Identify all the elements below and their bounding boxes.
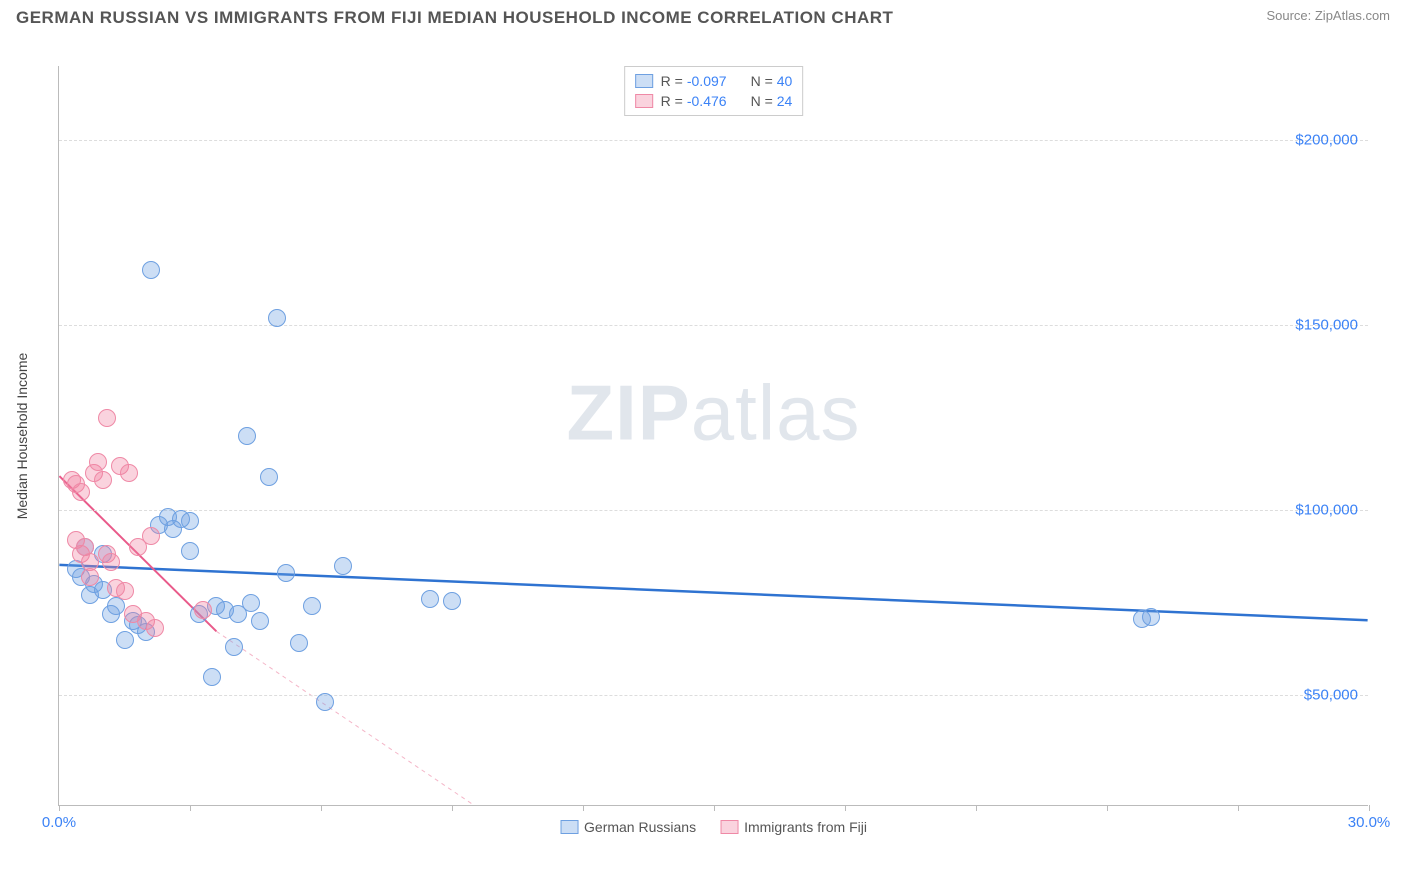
legend-r: R =-0.097 — [661, 73, 727, 89]
x-tick — [59, 805, 60, 811]
x-tick-label: 0.0% — [42, 814, 76, 831]
x-tick — [845, 805, 846, 811]
watermark: ZIPatlas — [566, 368, 860, 459]
data-point-german_russians — [203, 668, 221, 686]
legend-label: German Russians — [584, 819, 696, 835]
data-point-german_russians — [242, 594, 260, 612]
data-point-german_russians — [181, 512, 199, 530]
x-tick — [714, 805, 715, 811]
legend-swatch — [720, 820, 738, 834]
legend-swatch — [560, 820, 578, 834]
grid-line — [59, 325, 1368, 326]
grid-line — [59, 695, 1368, 696]
data-point-immigrants_fiji — [116, 582, 134, 600]
legend-item-german_russians: German Russians — [560, 819, 696, 835]
data-point-german_russians — [238, 427, 256, 445]
y-tick-label: $100,000 — [1295, 502, 1358, 519]
data-point-german_russians — [316, 693, 334, 711]
x-tick — [1238, 805, 1239, 811]
x-tick — [1107, 805, 1108, 811]
data-point-german_russians — [260, 468, 278, 486]
x-tick — [583, 805, 584, 811]
plot-area: ZIPatlas R =-0.097N =40R =-0.476N =24 Ge… — [58, 66, 1368, 806]
data-point-german_russians — [334, 557, 352, 575]
y-axis-label: Median Household Income — [14, 353, 30, 520]
data-point-immigrants_fiji — [81, 568, 99, 586]
y-tick-label: $150,000 — [1295, 317, 1358, 334]
data-point-immigrants_fiji — [98, 409, 116, 427]
data-point-immigrants_fiji — [194, 601, 212, 619]
x-tick — [190, 805, 191, 811]
data-point-immigrants_fiji — [142, 527, 160, 545]
chart-container: Median Household Income ZIPatlas R =-0.0… — [50, 66, 1370, 806]
legend-item-immigrants_fiji: Immigrants from Fiji — [720, 819, 867, 835]
legend-series: German Russians Immigrants from Fiji — [560, 819, 867, 835]
x-tick — [452, 805, 453, 811]
data-point-german_russians — [142, 261, 160, 279]
data-point-german_russians — [421, 590, 439, 608]
data-point-immigrants_fiji — [120, 464, 138, 482]
data-point-immigrants_fiji — [72, 483, 90, 501]
legend-swatch — [635, 94, 653, 108]
data-point-german_russians — [290, 634, 308, 652]
y-tick-label: $50,000 — [1304, 687, 1358, 704]
data-point-immigrants_fiji — [94, 471, 112, 489]
source-attribution: Source: ZipAtlas.com — [1266, 8, 1390, 23]
data-point-immigrants_fiji — [146, 619, 164, 637]
data-point-immigrants_fiji — [102, 553, 120, 571]
x-tick — [976, 805, 977, 811]
data-point-german_russians — [277, 564, 295, 582]
chart-title: GERMAN RUSSIAN VS IMMIGRANTS FROM FIJI M… — [16, 8, 893, 28]
data-point-german_russians — [268, 309, 286, 327]
y-tick-label: $200,000 — [1295, 132, 1358, 149]
legend-swatch — [635, 74, 653, 88]
x-tick — [1369, 805, 1370, 811]
legend-correlation-row: R =-0.097 N =40 — [635, 71, 793, 91]
data-point-german_russians — [181, 542, 199, 560]
legend-label: Immigrants from Fiji — [744, 819, 867, 835]
legend-n: N =24 — [751, 93, 793, 109]
x-tick — [321, 805, 322, 811]
data-point-german_russians — [1142, 608, 1160, 626]
data-point-german_russians — [225, 638, 243, 656]
data-point-immigrants_fiji — [89, 453, 107, 471]
legend-correlation-box: R =-0.097 N =40 R =-0.476 N =24 — [624, 66, 804, 116]
legend-correlation-row: R =-0.476 N =24 — [635, 91, 793, 111]
grid-line — [59, 140, 1368, 141]
legend-r: R =-0.476 — [661, 93, 727, 109]
data-point-german_russians — [303, 597, 321, 615]
grid-line — [59, 510, 1368, 511]
data-point-german_russians — [251, 612, 269, 630]
legend-n: N =40 — [751, 73, 793, 89]
data-point-german_russians — [116, 631, 134, 649]
x-tick-label: 30.0% — [1348, 814, 1391, 831]
data-point-german_russians — [443, 592, 461, 610]
